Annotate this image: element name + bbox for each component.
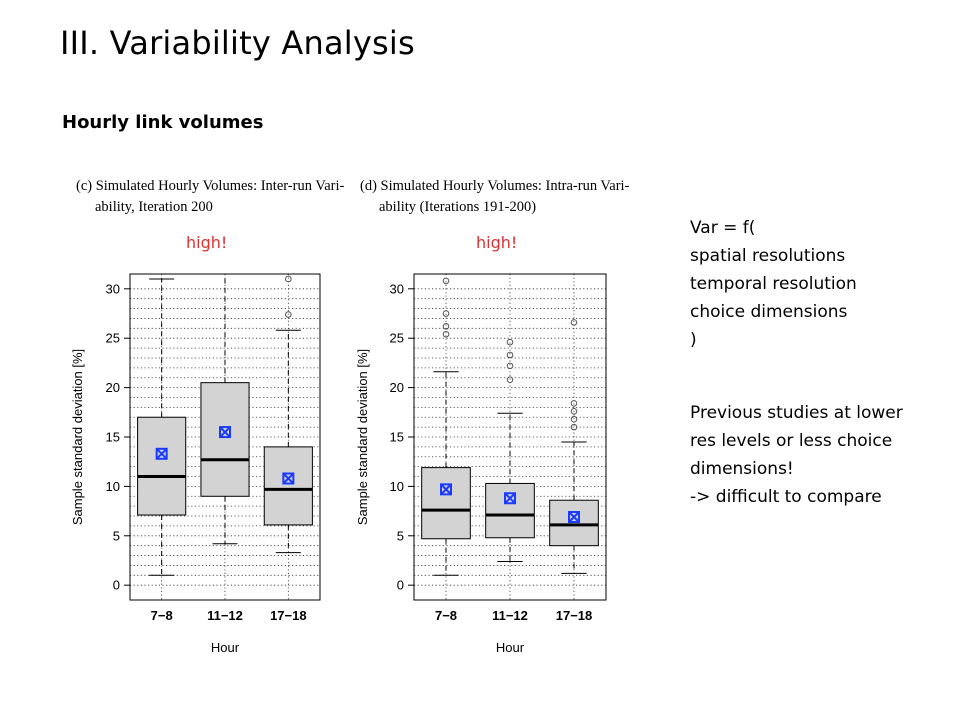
caption-left-line2: ability, Iteration 200 bbox=[95, 199, 213, 215]
box-group bbox=[200, 273, 250, 545]
caption-left: (c) Simulated Hourly Volumes: Inter-run … bbox=[76, 176, 344, 218]
var-line: spatial resolutions bbox=[690, 246, 846, 266]
outlier-point bbox=[442, 323, 450, 330]
mean-marker bbox=[504, 492, 516, 505]
outlier-point bbox=[570, 400, 578, 407]
mean-marker-box bbox=[282, 472, 295, 485]
mean-marker-box bbox=[568, 511, 580, 524]
outlier-point bbox=[442, 330, 450, 338]
box-iqr bbox=[200, 382, 250, 497]
mean-marker bbox=[155, 447, 168, 460]
boxplot-chart-left: 0 5 10 15 20 25 30 Sample standard deviation [%… bbox=[70, 273, 321, 655]
y-tick-label: 20 bbox=[106, 380, 120, 395]
outlier-point bbox=[570, 319, 578, 326]
box-group bbox=[485, 338, 535, 562]
x-tick-label: 17−18 bbox=[556, 608, 593, 623]
mean-marker bbox=[440, 483, 452, 496]
outlier-point bbox=[570, 423, 578, 431]
y-tick-label: 5 bbox=[397, 528, 404, 543]
y-tick-label: 25 bbox=[106, 331, 120, 346]
x-tick-label: 11−12 bbox=[207, 608, 243, 623]
previous-line: -> difficult to compare bbox=[690, 487, 882, 507]
y-axis-label: Sample standard deviation [%] bbox=[355, 349, 370, 525]
caption-left-line1: (c) Simulated Hourly Volumes: Inter-run … bbox=[76, 178, 345, 194]
outlier-point bbox=[442, 277, 450, 285]
box-group bbox=[137, 278, 187, 576]
y-tick-label: 25 bbox=[390, 331, 404, 346]
y-tick-label: 20 bbox=[390, 380, 404, 395]
slide-subtitle: Hourly link volumes bbox=[62, 112, 264, 133]
outlier-point bbox=[442, 310, 450, 317]
box-iqr bbox=[421, 467, 471, 540]
y-tick-label: 30 bbox=[106, 281, 120, 296]
var-function-note: Var = f( spatial resolutions temporal re… bbox=[690, 214, 857, 354]
var-line: choice dimensions bbox=[690, 302, 848, 322]
boxplot-chart-right: 0 5 10 15 20 25 30 Sample standard deviation [%… bbox=[355, 273, 607, 655]
high-annotation-left: high! bbox=[186, 233, 228, 252]
outlier-point bbox=[506, 338, 514, 346]
outlier-point bbox=[285, 311, 292, 318]
x-axis-label: Hour bbox=[496, 640, 525, 655]
box-group bbox=[549, 319, 599, 574]
mean-marker-cross bbox=[155, 448, 168, 460]
y-tick-label: 0 bbox=[113, 578, 120, 593]
slide-title: III. Variability Analysis bbox=[60, 24, 415, 62]
x-tick-label: 11−12 bbox=[492, 608, 528, 623]
outlier-point bbox=[570, 408, 578, 415]
x-tick-label: 17−18 bbox=[270, 608, 307, 623]
y-tick-label: 15 bbox=[390, 430, 404, 445]
box-group bbox=[421, 277, 471, 576]
outlier-point bbox=[506, 376, 514, 384]
mean-marker-box bbox=[440, 483, 452, 496]
mean-marker bbox=[219, 426, 231, 439]
mean-marker-cross bbox=[568, 511, 580, 523]
y-axis-label: Sample standard deviation [%] bbox=[70, 349, 85, 525]
y-tick-label: 30 bbox=[390, 281, 404, 296]
caption-right-line2: ability (Iterations 191-200) bbox=[379, 199, 537, 215]
outlier-point bbox=[285, 275, 292, 283]
x-tick-label: 7−8 bbox=[151, 608, 173, 623]
y-tick-label: 0 bbox=[397, 578, 404, 593]
outlier-point bbox=[506, 351, 514, 359]
y-tick-label: 5 bbox=[113, 528, 120, 543]
mean-marker bbox=[568, 511, 580, 524]
high-annotation-right: high! bbox=[476, 233, 518, 252]
outlier-point bbox=[570, 415, 578, 423]
previous-studies-note: Previous studies at lower res levels or … bbox=[690, 399, 903, 511]
mean-marker-box bbox=[155, 447, 168, 460]
box-iqr bbox=[137, 416, 187, 516]
y-tick-label: 10 bbox=[106, 479, 120, 494]
previous-line: Previous studies at lower bbox=[690, 403, 903, 423]
mean-marker-cross bbox=[504, 492, 516, 504]
box-iqr bbox=[485, 482, 535, 539]
box-iqr bbox=[263, 446, 313, 526]
var-line: ) bbox=[690, 330, 697, 350]
var-line: Var = f( bbox=[690, 218, 756, 238]
x-axis-label: Hour bbox=[211, 640, 240, 655]
x-tick-label: 7−8 bbox=[435, 608, 457, 623]
outlier-point bbox=[506, 362, 514, 370]
previous-line: res levels or less choice bbox=[690, 431, 893, 451]
previous-line: dimensions! bbox=[690, 459, 794, 479]
mean-marker-box bbox=[219, 426, 231, 439]
mean-marker-cross bbox=[440, 483, 452, 496]
y-tick-label: 15 bbox=[106, 430, 120, 445]
mean-marker-box bbox=[504, 492, 516, 505]
caption-right-line1: (d) Simulated Hourly Volumes: Intra-run … bbox=[360, 178, 630, 194]
y-tick-label: 10 bbox=[390, 479, 404, 494]
mean-marker-cross bbox=[219, 426, 231, 438]
box-group bbox=[263, 275, 313, 554]
mean-marker-cross bbox=[282, 472, 295, 485]
var-line: temporal resolution bbox=[690, 274, 857, 294]
mean-marker bbox=[282, 472, 295, 485]
caption-right: (d) Simulated Hourly Volumes: Intra-run … bbox=[360, 176, 629, 218]
